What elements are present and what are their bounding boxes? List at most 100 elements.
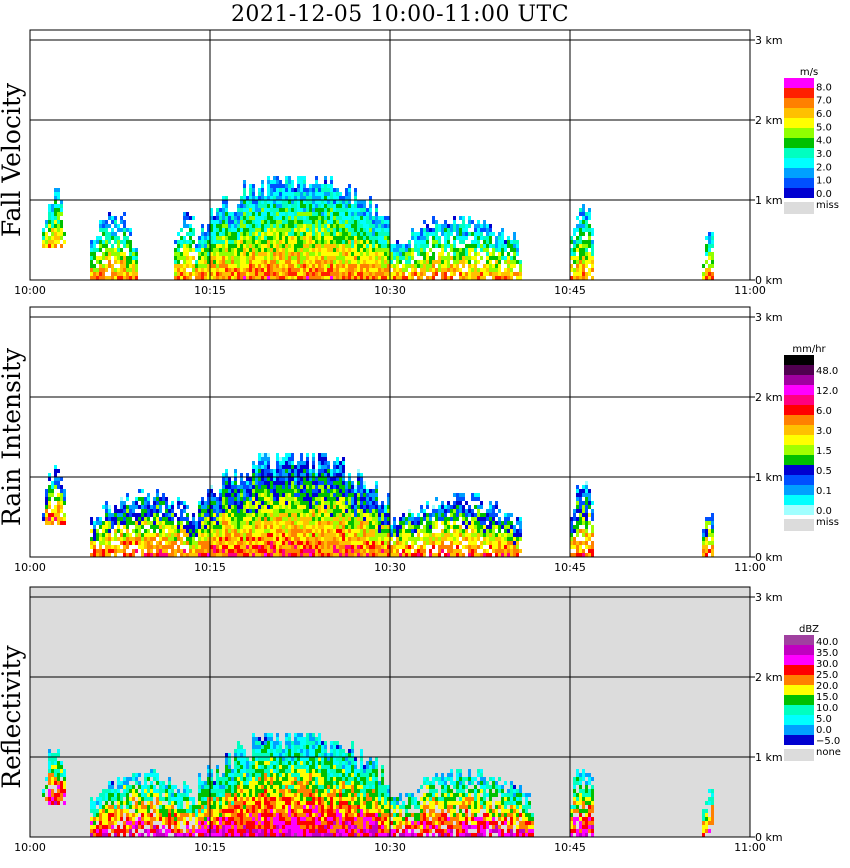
echo-pixel — [222, 537, 225, 541]
echo-pixel — [462, 216, 465, 220]
echo-pixel — [258, 465, 261, 469]
echo-pixel — [342, 553, 345, 557]
echo-pixel — [267, 473, 270, 477]
echo-pixel — [240, 485, 243, 489]
echo-pixel — [366, 252, 369, 256]
echo-pixel — [201, 501, 204, 505]
echo-pixel — [198, 521, 201, 525]
echo-pixel — [351, 529, 354, 533]
echo-pixel — [105, 549, 108, 553]
echo-pixel — [285, 208, 288, 212]
echo-pixel — [585, 252, 588, 256]
echo-pixel — [249, 244, 252, 248]
echo-pixel — [330, 513, 333, 517]
echo-pixel — [297, 493, 300, 497]
echo-pixel — [186, 240, 189, 244]
colorbar-label: 3.0 — [816, 426, 832, 437]
echo-pixel — [348, 208, 351, 212]
echo-pixel — [51, 244, 54, 248]
echo-pixel — [291, 541, 294, 545]
echo-pixel — [123, 256, 126, 260]
echo-pixel — [324, 521, 327, 525]
echo-pixel — [132, 252, 135, 256]
echo-pixel — [249, 276, 252, 280]
echo-pixel — [366, 553, 369, 557]
echo-pixel — [297, 268, 300, 272]
echo-pixel — [357, 489, 360, 493]
echo-pixel — [447, 276, 450, 280]
echo-pixel — [129, 232, 132, 236]
echo-pixel — [447, 260, 450, 264]
echo-pixel — [48, 789, 51, 793]
echo-pixel — [57, 216, 60, 220]
echo-pixel — [312, 477, 315, 481]
echo-pixel — [258, 232, 261, 236]
echo-pixel — [504, 240, 507, 244]
echo-pixel — [336, 228, 339, 232]
echo-pixel — [201, 545, 204, 549]
echo-pixel — [336, 537, 339, 541]
echo-pixel — [378, 529, 381, 533]
echo-pixel — [336, 224, 339, 228]
echo-pixel — [459, 224, 462, 228]
echo-pixel — [51, 208, 54, 212]
echo-pixel — [222, 493, 225, 497]
echo-pixel — [243, 485, 246, 489]
echo-pixel — [246, 513, 249, 517]
echo-pixel — [333, 509, 336, 513]
echo-pixel — [303, 517, 306, 521]
echo-pixel — [255, 228, 258, 232]
echo-pixel — [102, 276, 105, 280]
echo-pixel — [306, 188, 309, 192]
echo-pixel — [315, 204, 318, 208]
echo-pixel — [255, 248, 258, 252]
echo-pixel — [375, 529, 378, 533]
echo-pixel — [204, 545, 207, 549]
echo-pixel — [336, 469, 339, 473]
colorbar-swatch — [784, 118, 814, 128]
echo-pixel — [318, 485, 321, 489]
echo-pixel — [285, 473, 288, 477]
echo-pixel — [93, 553, 96, 557]
echo-pixel — [222, 525, 225, 529]
echo-pixel — [111, 220, 114, 224]
echo-pixel — [489, 553, 492, 557]
echo-pixel — [363, 513, 366, 517]
echo-pixel — [582, 533, 585, 537]
echo-pixel — [120, 501, 123, 505]
echo-pixel — [309, 248, 312, 252]
echo-pixel — [216, 260, 219, 264]
echo-pixel — [126, 553, 129, 557]
echo-pixel — [252, 240, 255, 244]
echo-pixel — [201, 541, 204, 545]
echo-pixel — [270, 248, 273, 252]
echo-pixel — [270, 549, 273, 553]
echo-pixel — [465, 276, 468, 280]
echo-pixel — [159, 525, 162, 529]
echo-pixel — [141, 497, 144, 501]
echo-pixel — [318, 545, 321, 549]
echo-pixel — [399, 533, 402, 537]
echo-pixel — [333, 276, 336, 280]
echo-pixel — [123, 252, 126, 256]
echo-pixel — [285, 509, 288, 513]
echo-pixel — [186, 517, 189, 521]
echo-pixel — [501, 533, 504, 537]
echo-pixel — [213, 549, 216, 553]
echo-pixel — [171, 521, 174, 525]
echo-pixel — [387, 509, 390, 513]
echo-pixel — [582, 248, 585, 252]
echo-pixel — [189, 525, 192, 529]
echo-pixel — [246, 521, 249, 525]
echo-pixel — [417, 517, 420, 521]
echo-pixel — [123, 549, 126, 553]
echo-pixel — [240, 545, 243, 549]
echo-pixel — [315, 200, 318, 204]
echo-pixel — [327, 228, 330, 232]
echo-pixel — [360, 545, 363, 549]
echo-pixel — [300, 208, 303, 212]
echo-pixel — [312, 549, 315, 553]
echo-pixel — [402, 264, 405, 268]
echo-pixel — [225, 493, 228, 497]
echo-pixel — [474, 537, 477, 541]
